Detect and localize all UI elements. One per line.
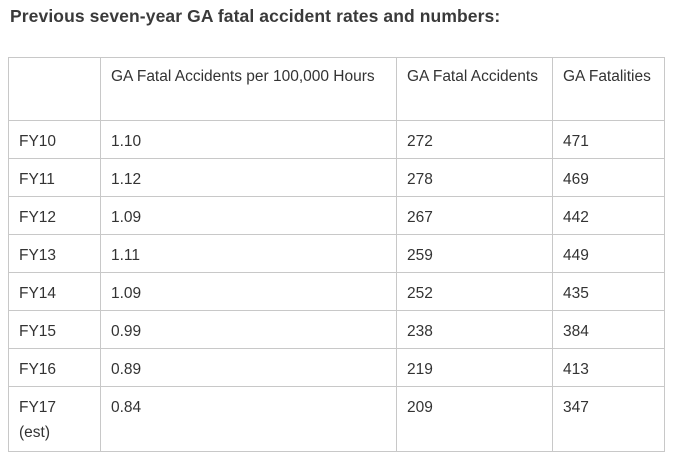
fatal-accident-table: GA Fatal Accidents per 100,000 Hours GA …	[8, 57, 665, 452]
header-cell-fiscal-year	[8, 57, 101, 121]
cell-rate: 1.10	[100, 120, 397, 159]
table-row: FY16 0.89 219 413	[8, 348, 665, 387]
cell-fatalities: 471	[552, 120, 665, 159]
cell-fiscal-year: FY13	[8, 234, 101, 273]
cell-fiscal-year: FY12	[8, 196, 101, 235]
cell-fatalities: 347	[552, 386, 665, 452]
cell-accidents: 219	[396, 348, 553, 387]
cell-fiscal-year: FY15	[8, 310, 101, 349]
cell-fatalities: 413	[552, 348, 665, 387]
cell-fatalities: 442	[552, 196, 665, 235]
table-row: FY17 (est) 0.84 209 347	[8, 386, 665, 452]
cell-rate: 1.11	[100, 234, 397, 273]
cell-accidents: 272	[396, 120, 553, 159]
cell-fiscal-year: FY14	[8, 272, 101, 311]
cell-fatalities: 384	[552, 310, 665, 349]
page-title: Previous seven-year GA fatal accident ra…	[10, 6, 501, 26]
cell-rate: 0.89	[100, 348, 397, 387]
cell-accidents: 252	[396, 272, 553, 311]
table-row: FY13 1.11 259 449	[8, 234, 665, 273]
cell-accidents: 278	[396, 158, 553, 197]
cell-rate: 1.09	[100, 272, 397, 311]
cell-rate: 1.09	[100, 196, 397, 235]
table-header-row: GA Fatal Accidents per 100,000 Hours GA …	[8, 57, 665, 121]
cell-fiscal-year: FY17 (est)	[8, 386, 101, 452]
cell-accidents: 238	[396, 310, 553, 349]
table-row: FY10 1.10 272 471	[8, 120, 665, 159]
cell-accidents: 259	[396, 234, 553, 273]
cell-accidents: 209	[396, 386, 553, 452]
cell-fatalities: 449	[552, 234, 665, 273]
cell-fatalities: 469	[552, 158, 665, 197]
table-row: FY12 1.09 267 442	[8, 196, 665, 235]
header-cell-fatalities: GA Fatalities	[552, 57, 665, 121]
cell-fiscal-year: FY11	[8, 158, 101, 197]
cell-rate: 0.99	[100, 310, 397, 349]
header-cell-rate: GA Fatal Accidents per 100,000 Hours	[100, 57, 397, 121]
cell-accidents: 267	[396, 196, 553, 235]
table-row: FY15 0.99 238 384	[8, 310, 665, 349]
cell-rate: 1.12	[100, 158, 397, 197]
table-row: FY14 1.09 252 435	[8, 272, 665, 311]
cell-rate: 0.84	[100, 386, 397, 452]
cell-fiscal-year: FY16	[8, 348, 101, 387]
cell-fatalities: 435	[552, 272, 665, 311]
header-cell-accidents: GA Fatal Accidents	[396, 57, 553, 121]
cell-fiscal-year: FY10	[8, 120, 101, 159]
table-row: FY11 1.12 278 469	[8, 158, 665, 197]
